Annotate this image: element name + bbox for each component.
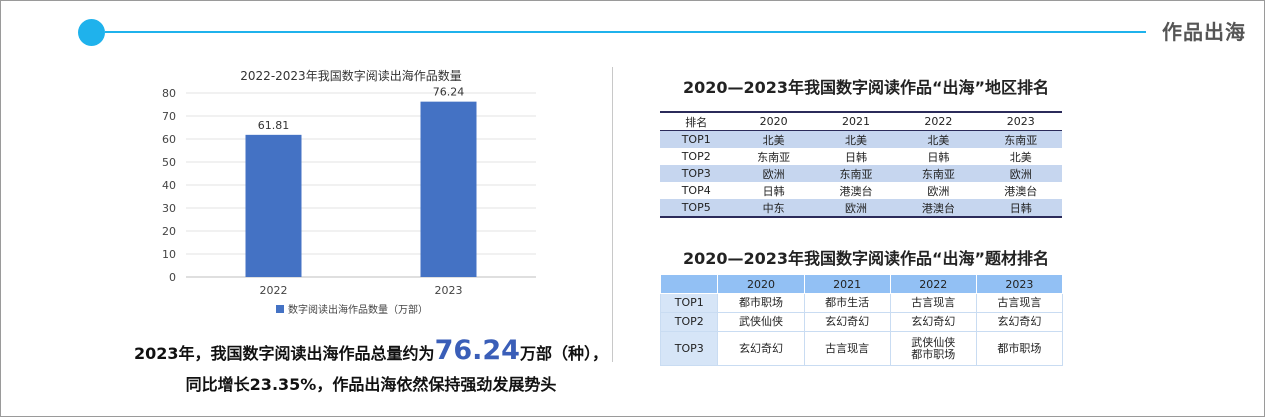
column-header: 2023 — [975, 274, 1064, 294]
bar — [420, 101, 477, 277]
table-cell: TOP3 — [660, 165, 733, 182]
row-header: TOP2 — [659, 312, 719, 332]
table-cell: 北美 — [897, 130, 980, 148]
table-cell: 古言现言 — [889, 293, 977, 313]
table-row: TOP1 都市职场 都市生活 古言现言 古言现言 — [659, 293, 1064, 313]
summary-line-1: 2023年，我国数字阅读出海作品总量约为76.24万部（种）， — [101, 335, 641, 369]
summary-suffix: 万部（种）， — [519, 344, 608, 363]
table-cell: 日韩 — [845, 150, 867, 164]
table-cell: 东南亚 — [979, 130, 1062, 148]
legend-label: 数字阅读出海作品数量（万部） — [288, 303, 428, 316]
table-row: TOP2 武侠仙侠 玄幻奇幻 玄幻奇幻 玄幻奇幻 — [659, 312, 1064, 332]
table-cell: TOP5 — [660, 199, 733, 217]
x-tick-label: 2023 — [435, 284, 463, 297]
y-tick-label: 60 — [162, 133, 176, 146]
header-line — [105, 31, 1146, 33]
row-header: TOP1 — [659, 293, 719, 313]
y-tick-label: 40 — [162, 179, 176, 192]
column-header: 2021 — [803, 274, 891, 294]
table-cell: TOP4 — [681, 184, 711, 197]
table-cell: 玄幻奇幻 — [803, 312, 891, 332]
table-cell: 都市生活 — [803, 293, 891, 313]
table-row: TOP4 日韩 港澳台 欧洲 港澳台 — [660, 182, 1062, 199]
table-cell: 日韩 — [979, 199, 1062, 217]
y-tick-label: 80 — [162, 87, 176, 100]
chart-title: 2022-2023年我国数字阅读出海作品数量 — [240, 69, 462, 83]
column-header: 排名 — [660, 112, 733, 131]
column-header: 2022 — [889, 274, 977, 294]
region-ranking-table: 排名 2020 2021 2022 2023 TOP1 北美 北美 北美 东南亚 TOP2 东南亚日… — [660, 111, 1062, 218]
data-label: 61.81 — [258, 119, 290, 132]
column-header — [659, 274, 719, 294]
table-row: TOP2 东南亚 日韩 日韩 北美 — [660, 148, 1062, 165]
table-cell: 欧洲 — [979, 165, 1062, 182]
table-cell: 港澳台 — [839, 184, 873, 198]
column-header: 2020 — [732, 112, 815, 131]
table-cell: 玄幻奇幻 — [889, 312, 977, 332]
table-cell: 欧洲 — [732, 165, 815, 182]
table-cell: 北美 — [1009, 150, 1032, 164]
table-cell: 玄幻奇幻 — [717, 331, 805, 366]
theme-ranking-table: 2020 2021 2022 2023 TOP1 都市职场 都市生活 古言现言 古言现言 TOP… — [659, 274, 1064, 366]
table-cell: 武侠仙侠 — [717, 312, 805, 332]
table-cell: 都市职场 — [717, 293, 805, 313]
y-tick-label: 10 — [162, 248, 176, 261]
table-cell: 东南亚 — [897, 165, 980, 182]
row-header: TOP3 — [659, 331, 719, 366]
table-cell: 武侠仙侠 都市职场 — [889, 331, 977, 366]
table-cell: 古言现言 — [803, 331, 891, 366]
table-cell: 东南亚 — [757, 150, 791, 164]
table-row: TOP3 玄幻奇幻 古言现言 武侠仙侠 都市职场 都市职场 — [659, 331, 1064, 366]
table-cell: 东南亚 — [814, 165, 898, 182]
table-cell: 日韩 — [762, 184, 785, 198]
table-row: TOP5 中东 欧洲 港澳台 日韩 — [660, 199, 1062, 217]
column-header: 2023 — [979, 112, 1062, 131]
bar-chart: 0 10 20 30 40 50 60 70 80 61.81 2022 76.24 2023 数字阅读出… — [162, 86, 536, 316]
data-label: 76.24 — [433, 86, 465, 99]
table-cell: 都市职场 — [975, 331, 1064, 366]
y-tick-label: 20 — [162, 225, 176, 238]
summary-prefix: 2023年，我国数字阅读出海作品总量约为 — [134, 344, 435, 363]
summary-highlight-number: 76.24 — [434, 335, 520, 366]
page-title: 作品出海 — [1162, 20, 1246, 44]
vertical-divider — [612, 67, 613, 362]
column-header: 2022 — [897, 112, 980, 131]
table-cell: 古言现言 — [975, 293, 1064, 313]
y-tick-label: 70 — [162, 110, 176, 123]
legend-swatch — [276, 305, 284, 313]
summary-text: 2023年，我国数字阅读出海作品总量约为76.24万部（种）， 同比增长23.3… — [101, 335, 641, 400]
x-tick-label: 2022 — [260, 284, 288, 297]
table-cell: TOP1 — [660, 130, 733, 148]
y-tick-label: 0 — [169, 271, 176, 284]
table-cell: TOP2 — [681, 150, 711, 163]
bar — [245, 134, 302, 277]
table-cell: 北美 — [732, 130, 815, 148]
theme-table-title: 2020—2023年我国数字阅读作品“出海”题材排名 — [682, 249, 1050, 268]
summary-line-2: 同比增长23.35%，作品出海依然保持强劲发展势头 — [185, 375, 557, 394]
table-cell: 港澳台 — [1004, 184, 1038, 198]
table-cell: 日韩 — [927, 150, 950, 164]
y-tick-label: 30 — [162, 202, 176, 215]
table-cell: 中东 — [732, 199, 815, 217]
table-cell: 港澳台 — [897, 199, 980, 217]
table-row: TOP3 欧洲 东南亚 东南亚 欧洲 — [660, 165, 1062, 182]
table-row: TOP1 北美 北美 北美 东南亚 — [660, 130, 1062, 148]
y-tick-label: 50 — [162, 156, 176, 169]
table-cell: 欧洲 — [814, 199, 898, 217]
table-cell: 玄幻奇幻 — [975, 312, 1064, 332]
table-cell: 欧洲 — [927, 184, 950, 198]
table-cell: 北美 — [814, 130, 898, 148]
column-header: 2020 — [717, 274, 805, 294]
region-table-title: 2020—2023年我国数字阅读作品“出海”地区排名 — [682, 78, 1050, 97]
column-header: 2021 — [814, 112, 898, 131]
header-dot — [78, 19, 105, 46]
